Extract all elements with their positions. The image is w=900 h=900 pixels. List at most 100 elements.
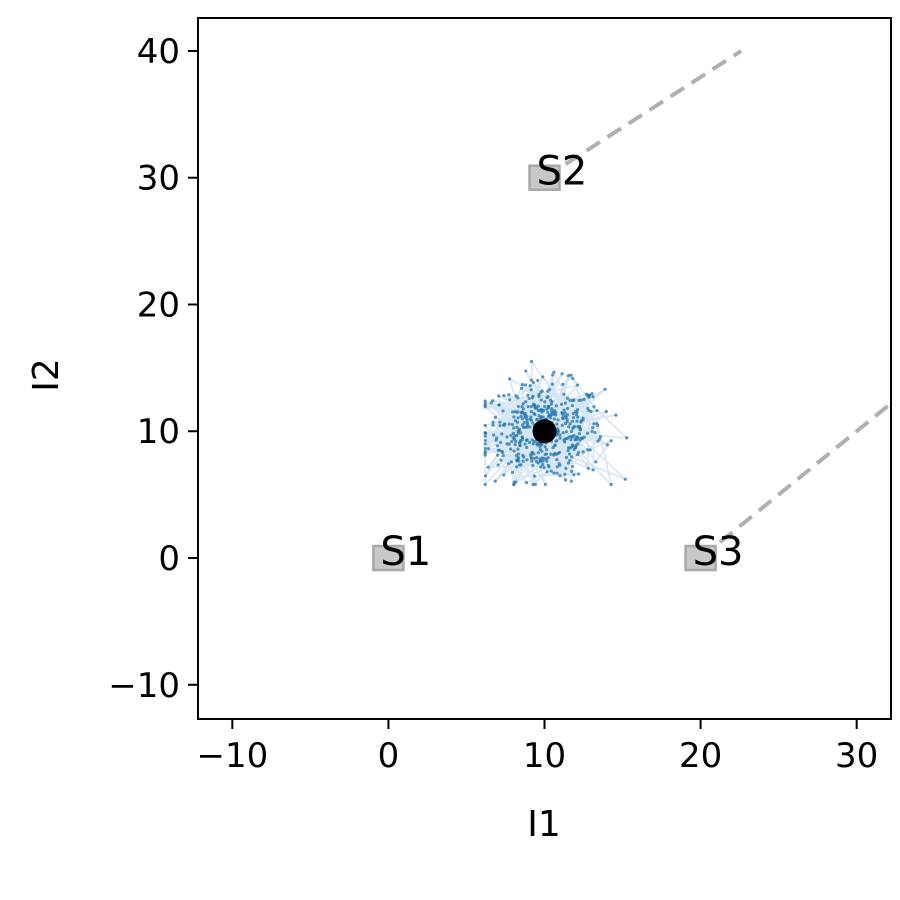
cloud-point [530,450,534,455]
cloud-point [521,407,525,411]
cloud-point [565,420,569,424]
cloud-point [575,419,579,423]
cloud-point [529,404,534,409]
cloud-point [530,459,534,463]
cloud-point [558,474,562,478]
cloud-point [569,469,574,473]
cloud-point [552,417,556,421]
cloud-point [522,455,526,459]
cloud-point [585,431,590,435]
cloud-point [546,395,550,399]
cloud-point [556,418,560,422]
cloud-point [548,387,552,392]
cloud-point [528,425,532,429]
dashed-path [543,49,743,180]
cloud-point [514,454,519,458]
cloud-point [491,423,495,427]
cloud-point [543,400,547,404]
cloud-point [576,436,580,440]
cloud-point [493,479,497,483]
cloud-point [571,399,575,403]
cloud-point [498,423,502,428]
cloud-point [529,415,533,419]
cloud-point [541,415,545,419]
cloud-point [567,425,571,429]
cloud-point [540,462,545,467]
cloud-point [605,443,609,447]
station-marker [528,164,561,191]
cloud-point [524,438,529,442]
cloud-point [586,466,590,470]
cloud-point [509,433,513,437]
cloud-point [517,463,522,467]
cloud-point [555,422,559,426]
cloud-point [580,436,584,441]
cloud-point [570,464,575,469]
cloud-point [535,417,539,421]
cloud-point [560,402,564,406]
cloud-point [496,453,500,457]
cloud-point [541,459,545,463]
cloud-point [523,442,527,446]
cloud-point [549,452,553,456]
cloud-point [623,477,627,481]
cloud-point [525,425,529,429]
cloud-point [588,448,592,452]
cloud-point [558,436,562,440]
cloud-point [562,392,566,396]
cloud-point [543,445,547,449]
cloud-point [543,482,547,486]
cloud-point [604,409,608,414]
cloud-point [525,417,529,421]
cloud-point [567,446,571,450]
cloud-point [572,473,576,477]
cloud-point [590,429,594,434]
cloud-point [569,429,574,434]
cloud-point [584,392,589,396]
cloud-point [553,443,557,448]
cloud-point [555,439,559,443]
cloud-point [592,422,596,426]
cloud-point [522,425,526,429]
cloud-point [592,405,596,409]
cloud-point [549,413,553,417]
cloud-point [540,449,544,453]
cloud-point [535,441,539,446]
cloud-point [568,458,572,463]
cloud-point [529,456,533,461]
cloud-point [563,401,568,405]
cloud-point [568,422,572,426]
cloud-point [541,375,545,379]
cloud-point [572,425,576,429]
cloud-point [515,465,519,469]
cloud-point [573,438,577,442]
cloud-point [501,454,505,458]
cloud-point [533,405,537,409]
cloud-point [567,435,571,439]
cloud-point [569,373,573,377]
cloud-point [483,453,487,457]
cloud-point [486,465,490,469]
cloud-point [560,372,564,376]
cloud-point [569,438,573,442]
cloud-point [560,411,564,416]
station-label: S1 [380,529,431,575]
x-tick-label: −10 [196,736,268,776]
cloud-point [581,450,585,454]
cloud-point [597,437,602,441]
cloud-point [516,404,520,409]
cloud-point [591,468,595,472]
cloud-point [560,423,564,427]
cloud-point [521,459,525,463]
cloud-point [499,458,503,462]
cloud-point [543,452,547,457]
cloud-point [562,438,566,442]
cloud-point [572,433,576,438]
cloud-point [540,456,544,460]
cloud-point [516,429,520,433]
cloud-point [555,471,559,475]
cloud-point [506,462,511,466]
cloud-point [614,413,618,417]
x-tick-label: 10 [523,736,566,776]
